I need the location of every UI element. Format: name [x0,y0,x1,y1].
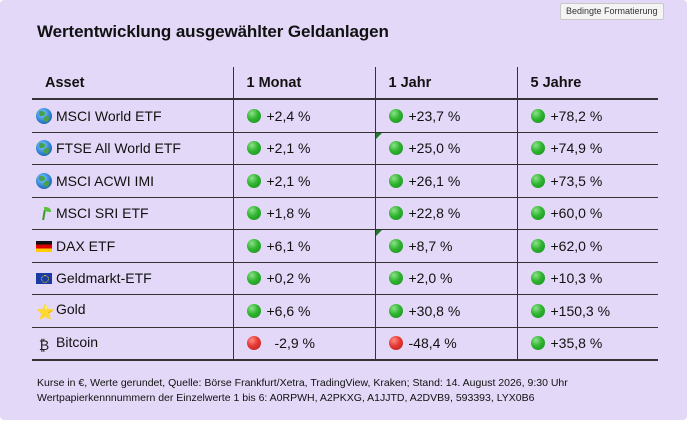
red-circle-icon [246,336,261,351]
green-circle-icon [388,271,403,286]
value-cell-1-month[interactable]: +2,1 % [232,131,376,165]
header-5-years[interactable]: 5 Jahre [516,67,658,100]
value-cell-1-year[interactable]: +25,0 % [374,131,518,165]
asset-cell[interactable]: ₿ Bitcoin [32,326,234,361]
asset-cell[interactable]: DAX ETF [32,229,234,263]
performance-table: Asset 1 Monat 1 Jahr 5 Jahre MSCI World … [32,67,658,361]
asset-cell[interactable]: MSCI SRI ETF [32,196,234,230]
table-row: MSCI SRI ETF +1,8 % +22,8 % +60,0 % [32,196,658,230]
bitcoin-icon: ₿ [38,336,50,353]
green-circle-icon [246,141,261,156]
value-cell-1-year[interactable]: +22,8 % [374,196,518,230]
green-circle-icon [246,303,261,318]
asset-cell[interactable]: MSCI ACWI IMI [32,164,234,198]
value-cell-1-year[interactable]: +30,8 % [374,294,518,328]
value-cell-1-month[interactable]: +1,8 % [232,196,376,230]
eu-flag-icon [36,273,52,285]
header-asset[interactable]: Asset [32,67,234,100]
asset-cell[interactable]: MSCI World ETF [32,98,234,133]
green-circle-icon [388,108,403,123]
value-cell-5-years[interactable]: +150,3 % [516,294,658,328]
green-circle-icon [530,238,545,253]
globe-icon [36,107,52,124]
green-circle-icon [388,206,403,221]
comment-marker-icon[interactable] [375,230,382,236]
value-cell-1-month[interactable]: -2,9 % [232,326,376,361]
table-row: DAX ETF +6,1 % +8,7 % +62,0 % [32,229,658,263]
asset-cell[interactable]: Geldmarkt-ETF [32,261,234,295]
table-row: MSCI ACWI IMI +2,1 % +26,1 % +73,5 % [32,164,658,198]
green-circle-icon [246,238,261,253]
green-circle-icon [388,141,403,156]
value-cell-1-year[interactable]: +26,1 % [374,164,518,198]
green-circle-icon [246,206,261,221]
green-circle-icon [388,303,403,318]
value-cell-1-month[interactable]: +2,4 % [232,98,376,133]
header-1-month[interactable]: 1 Monat [232,67,376,100]
green-circle-icon [530,336,545,351]
green-circle-icon [388,238,403,253]
green-circle-icon [530,141,545,156]
asset-cell[interactable]: ⭐Gold [32,294,234,328]
table-row: FTSE All World ETF +2,1 % +25,0 % +74,9 … [32,131,658,165]
asset-cell[interactable]: FTSE All World ETF [32,131,234,165]
table-row: Geldmarkt-ETF +0,2 % +2,0 % +10,3 % [32,261,658,295]
value-cell-1-month[interactable]: +0,2 % [232,261,376,295]
value-cell-5-years[interactable]: +73,5 % [516,164,658,198]
footnote-line-2: Wertpapierkennnummern der Einzelwerte 1 … [37,392,535,404]
table-row: ⭐Gold +6,6 % +30,8 % +150,3 % [32,294,658,328]
green-circle-icon [530,173,545,188]
red-circle-icon [388,336,403,351]
green-circle-icon [530,108,545,123]
value-cell-5-years[interactable]: +74,9 % [516,131,658,165]
value-cell-1-month[interactable]: +6,6 % [232,294,376,328]
table-title: Wertentwicklung ausgewählter Geldanlagen [37,22,389,41]
table-row: MSCI World ETF +2,4 % +23,7 % +78,2 % [32,98,658,133]
green-circle-icon [530,206,545,221]
value-cell-5-years[interactable]: +78,2 % [516,98,658,133]
source-footnote: Kurse in €, Werte gerundet, Quelle: Börs… [37,376,568,406]
value-cell-1-month[interactable]: +6,1 % [232,229,376,263]
german-flag-icon [36,240,52,252]
comment-marker-icon[interactable] [375,132,382,139]
globe-icon [36,172,52,189]
star-icon: ⭐ [36,303,55,321]
green-circle-icon [388,173,403,188]
value-cell-5-years[interactable]: +35,8 % [516,326,658,361]
green-circle-icon [246,173,261,188]
value-cell-1-month[interactable]: +2,1 % [232,164,376,198]
value-cell-5-years[interactable]: +10,3 % [516,261,658,295]
table-row: ₿ Bitcoin -2,9 % -48,4 % +35,8 % [32,326,658,361]
value-cell-1-year[interactable]: +23,7 % [374,98,518,133]
conditional-formatting-tooltip: Bedingte Formatierung [560,3,664,20]
green-circle-icon [246,108,261,123]
header-1-year[interactable]: 1 Jahr [374,67,518,100]
value-cell-1-year[interactable]: -48,4 % [374,326,518,361]
value-cell-5-years[interactable]: +62,0 % [516,229,658,263]
seedling-icon [36,205,52,221]
value-cell-1-year[interactable]: +8,7 % [374,229,518,263]
value-cell-5-years[interactable]: +60,0 % [516,196,658,230]
value-cell-1-year[interactable]: +2,0 % [374,261,518,295]
globe-icon [36,140,52,157]
green-circle-icon [246,271,261,286]
header-row: Asset 1 Monat 1 Jahr 5 Jahre [32,67,658,100]
green-circle-icon [530,303,545,318]
green-circle-icon [530,271,545,286]
footnote-line-1: Kurse in €, Werte gerundet, Quelle: Börs… [37,377,568,389]
